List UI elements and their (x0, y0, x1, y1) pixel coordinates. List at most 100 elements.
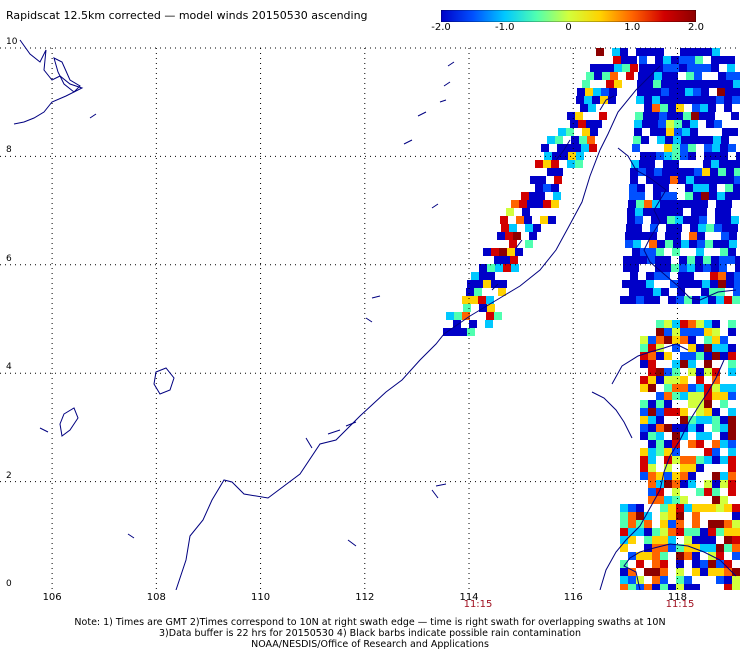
wind-cell (663, 56, 671, 64)
wind-cell (720, 144, 728, 152)
wind-cell (696, 48, 704, 56)
wind-cell (704, 432, 712, 440)
wind-cell (553, 192, 561, 200)
wind-cell (728, 424, 736, 432)
wind-cell (704, 408, 712, 416)
wind-cell (486, 296, 494, 304)
wind-cell (554, 176, 562, 184)
wind-cell (639, 160, 647, 168)
wind-cell (629, 192, 637, 200)
wind-cell (660, 560, 668, 568)
wind-cell (726, 176, 734, 184)
wind-cell (633, 232, 641, 240)
wind-cell (588, 104, 596, 112)
wind-cell (672, 336, 680, 344)
wind-cell (689, 232, 697, 240)
wind-cell (705, 240, 713, 248)
wind-cell (649, 240, 657, 248)
wind-cell (720, 152, 728, 160)
wind-cell (692, 104, 700, 112)
wind-cell (664, 352, 672, 360)
wind-cell (640, 248, 648, 256)
wind-cell (519, 200, 527, 208)
wind-cell (680, 496, 688, 504)
wind-cell (704, 448, 712, 456)
wind-cell (594, 72, 602, 80)
wind-cell (688, 472, 696, 480)
wind-cell (660, 568, 668, 576)
wind-cell (576, 96, 584, 104)
wind-cell (648, 448, 656, 456)
latitude-label: 4 (6, 362, 12, 373)
wind-cell (734, 272, 740, 280)
wind-cell (728, 384, 736, 392)
wind-cell (670, 176, 678, 184)
wind-cell (640, 464, 648, 472)
wind-cell (558, 128, 566, 136)
wind-cell (651, 112, 659, 120)
wind-cell (451, 328, 459, 336)
wind-cell (645, 80, 653, 88)
wind-cell (648, 408, 656, 416)
wind-cell (676, 568, 684, 576)
wind-cell (656, 248, 664, 256)
wind-cell (728, 456, 736, 464)
wind-cell (688, 424, 696, 432)
colorbar (441, 10, 696, 22)
wind-cell (601, 88, 609, 96)
note-line-3: NOAA/NESDIS/Office of Research and Appli… (251, 639, 489, 650)
wind-cell (640, 352, 648, 360)
wind-cell (644, 528, 652, 536)
wind-cell (660, 536, 668, 544)
wind-cell (663, 160, 671, 168)
wind-cell (664, 336, 672, 344)
longitude-label: 118 (667, 592, 687, 603)
wind-cell (715, 208, 723, 216)
wind-cell (712, 392, 720, 400)
wind-cell (732, 544, 740, 552)
wind-cell (732, 96, 740, 104)
wind-cell (501, 224, 509, 232)
wind-cell (698, 224, 706, 232)
wind-cell (487, 304, 495, 312)
wind-cell (644, 520, 652, 528)
wind-cell (716, 560, 724, 568)
wind-cell (682, 128, 690, 136)
wind-cell (647, 64, 655, 72)
wind-cell (633, 136, 641, 144)
wind-cell (538, 176, 546, 184)
wind-cell (658, 128, 666, 136)
wind-cell (676, 552, 684, 560)
wind-cell (652, 536, 660, 544)
wind-cell (647, 256, 655, 264)
wind-cell (701, 88, 709, 96)
wind-cell (635, 216, 643, 224)
wind-cell (694, 168, 702, 176)
wind-cell (651, 216, 659, 224)
wind-cell (721, 240, 729, 248)
wind-cell (541, 144, 549, 152)
wind-cell (691, 208, 699, 216)
wind-cell (712, 144, 720, 152)
wind-cell (682, 120, 690, 128)
wind-cell (688, 352, 696, 360)
wind-cell (628, 576, 636, 584)
wind-cell (648, 424, 656, 432)
wind-cell (696, 376, 704, 384)
wind-cell (680, 408, 688, 416)
wind-cell (692, 296, 700, 304)
wind-cell (544, 152, 552, 160)
wind-cell (602, 72, 610, 80)
wind-cell (696, 464, 704, 472)
wind-cell (622, 64, 630, 72)
wind-cell (724, 536, 732, 544)
wind-cell (659, 208, 667, 216)
wind-cell (725, 184, 733, 192)
wind-cell (660, 504, 668, 512)
wind-cell (672, 408, 680, 416)
wind-cell (724, 504, 732, 512)
wind-cell (652, 96, 660, 104)
wind-cell (459, 328, 467, 336)
wind-cell (548, 216, 556, 224)
wind-cell (555, 136, 563, 144)
